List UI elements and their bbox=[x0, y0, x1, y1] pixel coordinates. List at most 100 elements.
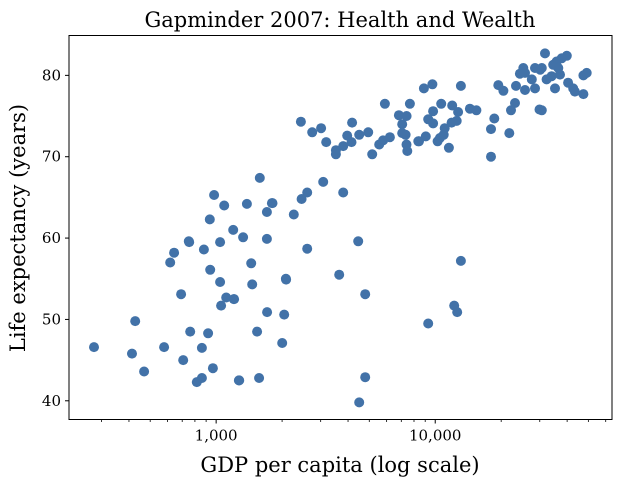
data-point bbox=[569, 86, 580, 97]
y-tick-label: 80 bbox=[42, 66, 61, 84]
data-point bbox=[238, 232, 249, 243]
data-point bbox=[281, 274, 292, 285]
data-point bbox=[196, 373, 207, 383]
data-point bbox=[536, 63, 547, 73]
data-point bbox=[185, 326, 196, 337]
data-point bbox=[413, 136, 424, 147]
data-point bbox=[452, 307, 463, 318]
data-point bbox=[453, 107, 464, 117]
y-tick-label: 40 bbox=[42, 392, 61, 410]
data-point bbox=[316, 123, 327, 134]
data-point bbox=[555, 69, 565, 80]
y-tick-label: 50 bbox=[42, 310, 61, 328]
data-point bbox=[360, 289, 371, 300]
data-point bbox=[296, 194, 307, 204]
data-point bbox=[360, 372, 371, 383]
data-point bbox=[443, 142, 454, 153]
data-point bbox=[354, 397, 365, 408]
data-point bbox=[228, 294, 239, 305]
data-point bbox=[89, 342, 99, 353]
data-point bbox=[367, 149, 378, 160]
data-point bbox=[196, 342, 207, 353]
data-point bbox=[302, 243, 313, 254]
data-point bbox=[234, 375, 245, 386]
data-point bbox=[246, 258, 257, 269]
data-point bbox=[540, 48, 550, 59]
data-point bbox=[295, 116, 306, 127]
data-point bbox=[205, 264, 216, 275]
data-point bbox=[379, 98, 390, 109]
data-point bbox=[432, 136, 443, 147]
data-point bbox=[418, 83, 429, 94]
data-point bbox=[455, 80, 466, 91]
data-point bbox=[520, 85, 530, 95]
data-point bbox=[420, 131, 431, 142]
y-tick-label: 70 bbox=[42, 148, 61, 166]
data-point bbox=[541, 74, 552, 85]
data-point bbox=[204, 214, 215, 225]
data-point bbox=[447, 100, 458, 111]
data-point bbox=[404, 98, 415, 109]
data-point bbox=[139, 366, 150, 377]
data-point bbox=[247, 279, 258, 290]
data-point bbox=[183, 236, 194, 247]
data-point bbox=[471, 105, 482, 116]
data-point bbox=[169, 247, 180, 258]
data-point bbox=[216, 300, 227, 311]
data-point bbox=[353, 236, 364, 247]
data-point bbox=[318, 176, 329, 187]
data-point bbox=[526, 74, 537, 85]
data-point bbox=[241, 198, 252, 209]
data-point bbox=[254, 373, 265, 383]
chart-title: Gapminder 2007: Health and Wealth bbox=[145, 8, 536, 32]
data-point bbox=[510, 98, 520, 108]
data-point bbox=[550, 83, 560, 94]
data-point bbox=[486, 124, 496, 135]
data-point bbox=[393, 110, 404, 121]
data-point bbox=[198, 244, 209, 255]
data-point bbox=[215, 237, 226, 248]
data-point bbox=[261, 233, 272, 244]
data-point bbox=[511, 80, 521, 91]
data-point bbox=[428, 106, 439, 117]
data-point bbox=[363, 127, 374, 138]
data-point bbox=[354, 129, 365, 140]
y-tick-label: 60 bbox=[42, 229, 61, 247]
data-point bbox=[451, 115, 462, 126]
data-point bbox=[439, 123, 450, 134]
data-point bbox=[302, 187, 313, 198]
data-point bbox=[267, 198, 278, 209]
x-tick-label: 1,000 bbox=[195, 427, 238, 445]
data-point bbox=[436, 98, 447, 109]
data-point bbox=[159, 342, 170, 353]
data-point bbox=[455, 255, 466, 266]
data-point bbox=[254, 172, 265, 183]
data-point bbox=[489, 113, 500, 124]
data-point bbox=[176, 289, 187, 300]
data-point bbox=[536, 105, 547, 116]
data-point bbox=[498, 85, 509, 96]
data-point bbox=[486, 151, 496, 162]
data-point bbox=[397, 119, 408, 130]
data-point bbox=[401, 111, 412, 121]
data-point bbox=[338, 187, 349, 198]
data-point bbox=[347, 117, 358, 128]
data-point bbox=[520, 67, 530, 78]
data-point bbox=[578, 89, 589, 100]
data-point bbox=[428, 118, 439, 129]
data-point bbox=[130, 316, 141, 327]
data-point bbox=[530, 83, 540, 94]
data-point bbox=[384, 132, 395, 143]
data-point bbox=[279, 309, 290, 320]
data-point bbox=[346, 137, 357, 148]
plot-frame bbox=[68, 35, 613, 420]
data-point bbox=[423, 318, 434, 329]
data-point bbox=[221, 292, 232, 303]
x-axis: 1,000 10,000 bbox=[101, 419, 607, 445]
data-point bbox=[578, 70, 589, 81]
data-point bbox=[178, 355, 189, 366]
data-point bbox=[203, 328, 214, 339]
data-point bbox=[277, 338, 288, 348]
data-point bbox=[427, 79, 438, 90]
